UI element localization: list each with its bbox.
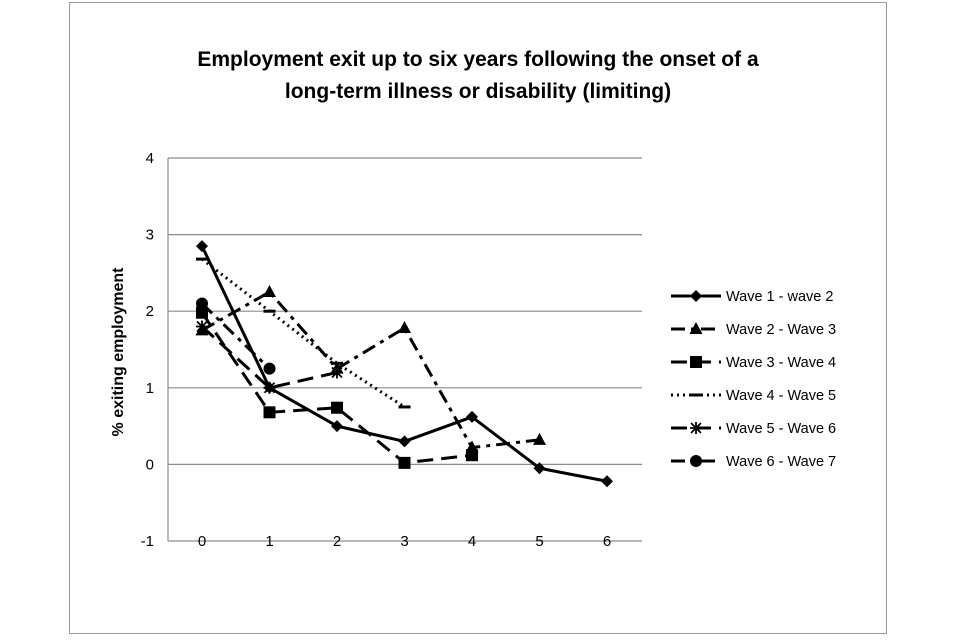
data-point [533, 462, 546, 475]
data-point [263, 285, 276, 298]
legend-entry-2: Wave 2 - Wave 3 [671, 322, 836, 338]
tick-labels: 4 3 2 1 0 -1 0 1 2 3 4 5 6 [141, 150, 612, 550]
series-line [200, 325, 338, 390]
legend-entry-5: Wave 5 - Wave 6 [671, 421, 836, 437]
legend-marker [690, 290, 702, 302]
legend-label: Wave 3 - Wave 4 [726, 355, 836, 371]
series-line [200, 311, 473, 465]
x-tick-label: 4 [468, 533, 476, 550]
data-point [263, 381, 276, 394]
series-1 [196, 240, 613, 488]
data-point [533, 432, 546, 445]
data-point [263, 406, 276, 419]
y-tick-label: 0 [146, 456, 154, 473]
legend-label: Wave 2 - Wave 3 [726, 322, 836, 338]
y-tick-label: 3 [146, 227, 154, 244]
y-tick-label: 2 [146, 303, 154, 320]
legend-label: Wave 1 - wave 2 [726, 289, 833, 305]
legend-entry-3: Wave 3 - Wave 4 [671, 355, 836, 371]
data-point [195, 323, 209, 336]
y-tick-label: -1 [141, 533, 154, 550]
chart-area: Employment exit up to six years followin… [69, 2, 887, 634]
legend-entry-4: Wave 4 - Wave 5 [671, 388, 836, 404]
legend-label: Wave 4 - Wave 5 [726, 388, 836, 404]
gridlines [167, 157, 642, 542]
legend-marker [690, 356, 702, 368]
legend-marker [690, 455, 702, 467]
series-line [201, 290, 540, 450]
series-2 [195, 285, 546, 453]
data-point [330, 361, 344, 374]
x-tick-label: 3 [400, 533, 408, 550]
y-axis-label: % exiting employment [110, 267, 127, 437]
data-point [466, 410, 478, 423]
x-tick-label: 0 [198, 533, 206, 550]
data-point [398, 456, 411, 469]
line-chart: Employment exit up to six years followin… [110, 48, 836, 550]
series-3 [196, 306, 478, 469]
series-lines [195, 240, 613, 488]
legend-marker [689, 322, 703, 334]
x-tick-label: 1 [265, 533, 273, 550]
series-4 [196, 257, 411, 409]
legend-entry-1: Wave 1 - wave 2 [671, 289, 833, 305]
y-tick-label: 1 [146, 380, 154, 397]
data-point [196, 306, 208, 319]
series-6 [196, 297, 276, 375]
data-point [398, 321, 411, 334]
legend-entry-6: Wave 6 - Wave 7 [671, 454, 836, 470]
y-tick-label: 4 [146, 150, 154, 167]
x-tick-label: 2 [333, 533, 341, 550]
series-line [201, 257, 406, 409]
data-point [331, 420, 343, 433]
data-point [196, 240, 208, 253]
x-tick-label: 6 [603, 533, 611, 550]
legend-label: Wave 5 - Wave 6 [726, 421, 836, 437]
legend-marker [690, 422, 702, 434]
data-point [601, 475, 613, 488]
data-point [465, 440, 479, 453]
chart-title-line-2: long-term illness or disability (limitin… [285, 80, 671, 103]
data-point [398, 435, 411, 448]
data-point [196, 297, 208, 310]
x-tick-label: 5 [535, 533, 543, 550]
data-point [263, 362, 276, 375]
legend-label: Wave 6 - Wave 7 [726, 454, 836, 470]
legend: Wave 1 - wave 2 Wave 2 - Wave 3 Wave 3 - W… [671, 289, 836, 470]
data-point [331, 401, 343, 414]
chart-title-line-1: Employment exit up to six years followin… [197, 48, 759, 71]
